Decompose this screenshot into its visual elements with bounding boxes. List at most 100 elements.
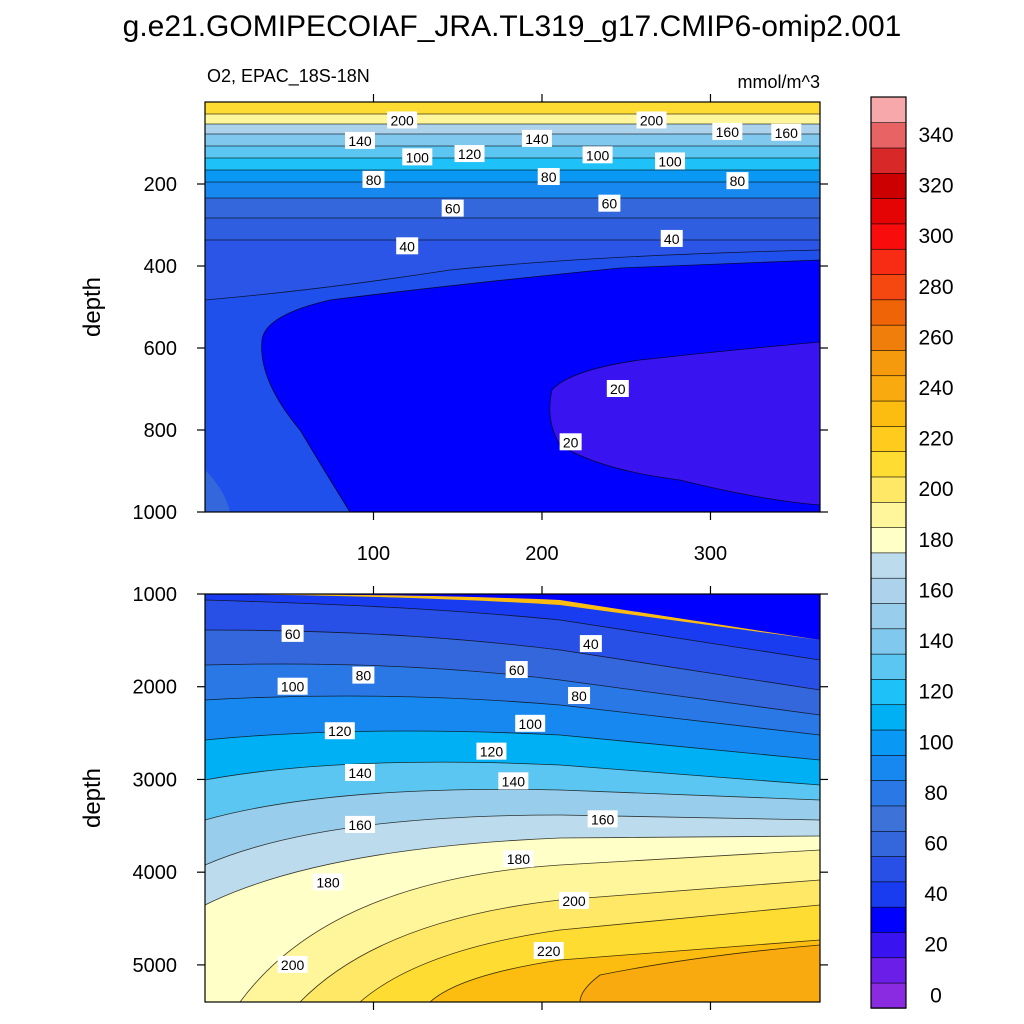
contour-label-text: 180	[316, 874, 340, 890]
colorbar-label: 160	[918, 579, 953, 602]
colorbar-label: 120	[918, 681, 953, 704]
contour-label-text: 200	[562, 893, 586, 909]
contour-label: 120	[324, 722, 355, 740]
contour-label-text: 200	[390, 112, 414, 128]
contour-label: 60	[441, 199, 464, 217]
colorbar-swatch	[870, 552, 907, 579]
colorbar-swatch	[870, 476, 907, 503]
colorbar-swatch	[870, 704, 907, 731]
colorbar-swatch	[870, 375, 907, 402]
colorbar-swatch	[870, 197, 907, 225]
colorbar-swatch	[870, 172, 907, 199]
colorbar-swatch	[870, 729, 907, 756]
contour-label-text: 80	[730, 173, 746, 189]
contour-label-text: 40	[664, 231, 680, 247]
colorbar-label: 60	[924, 833, 947, 856]
contour-label: 140	[521, 129, 552, 147]
x-tick-label: 200	[525, 543, 558, 565]
contour-label-text: 80	[541, 169, 557, 185]
contour-label: 100	[402, 148, 433, 166]
y-tick-label: 400	[144, 256, 177, 278]
contour-label-text: 180	[507, 851, 531, 867]
colorbar-swatch	[870, 450, 907, 478]
contour-label-text: 100	[586, 147, 610, 163]
contour-label: 80	[362, 170, 385, 188]
colorbar-label: 100	[918, 731, 953, 754]
lower-y-axis-label: depth	[79, 768, 106, 828]
y-tick-label: 200	[144, 174, 177, 196]
contour-label-text: 200	[640, 112, 664, 128]
upper-contour-labels: 200 200 140 140 160 160 100 120 100 100 80 80 80 60 60…	[345, 111, 802, 451]
y-tick-label: 1000	[133, 584, 178, 606]
contour-label-text: 60	[602, 196, 618, 212]
y-tick-label: 5000	[133, 955, 178, 977]
colorbar-label: 0	[930, 984, 942, 1007]
colorbar-swatch	[870, 96, 907, 124]
contour-label: 140	[345, 763, 376, 781]
contour-label-text: 80	[366, 172, 382, 188]
y-tick-label: 3000	[133, 769, 178, 791]
contour-label: 80	[568, 687, 591, 704]
contour-label: 40	[396, 237, 419, 255]
contour-label-text: 160	[348, 817, 372, 833]
colorbar-swatch	[870, 273, 907, 301]
y-tick-label: 600	[144, 338, 177, 360]
colorbar-swatch	[870, 982, 907, 1009]
colorbar-swatch	[870, 223, 907, 250]
y-tick-label: 1000	[133, 502, 178, 524]
contour-label-text: 60	[285, 626, 301, 642]
contour-label-text: 100	[406, 149, 430, 165]
colorbar-label: 80	[924, 782, 947, 805]
contour-label: 100	[655, 152, 686, 170]
colorbar-swatch	[870, 957, 907, 984]
y-tick-label: 2000	[133, 677, 178, 699]
colorbar-label: 240	[918, 377, 953, 400]
contour-label-text: 20	[563, 434, 579, 450]
x-tick-labels: 100 200 300	[357, 543, 727, 565]
contour-label: 200	[559, 891, 589, 909]
contour-label: 80	[537, 168, 560, 186]
contour-label-text: 160	[716, 124, 740, 140]
colorbar-swatch	[870, 147, 907, 174]
colorbar-label: 180	[918, 529, 953, 552]
colorbar: 0 20 40 60 80 100 120 140 160 180 200 220 240 260 280 3…	[870, 96, 954, 1009]
colorbar-label: 260	[918, 326, 953, 349]
contour-label-text: 140	[525, 131, 549, 147]
contour-label-text: 140	[348, 765, 372, 781]
contour-label-text: 200	[281, 957, 305, 973]
colorbar-swatch	[870, 931, 907, 959]
contour-label: 160	[345, 815, 376, 833]
contour-label: 160	[587, 810, 618, 828]
contour-label: 20	[559, 433, 582, 451]
contour-label-text: 140	[502, 773, 526, 789]
contour-label: 140	[498, 772, 529, 790]
colorbar-swatch	[870, 653, 907, 680]
upper-y-ticks: 200 400 600 800 1000	[133, 94, 828, 524]
colorbar-swatch	[870, 779, 907, 807]
contour-label-text: 120	[480, 744, 504, 760]
colorbar-swatch	[870, 906, 907, 933]
colorbar-swatch	[870, 577, 907, 604]
colorbar-label: 20	[924, 934, 947, 957]
lower-contour-labels: 60 40 80 60 100 80 120 100 120 140 140 160 160 180 180…	[277, 624, 618, 973]
colorbar-swatch	[870, 830, 907, 857]
contour-label: 60	[505, 661, 528, 679]
contour-label: 160	[712, 122, 743, 140]
figure-title: g.e21.GOMIPECOIAF_JRA.TL319_g17.CMIP6-om…	[123, 10, 902, 43]
x-tick-label: 100	[357, 543, 390, 565]
contour-label: 140	[345, 131, 376, 149]
colorbar-swatch	[870, 248, 907, 275]
contour-label: 200	[636, 111, 667, 129]
colorbar-label: 220	[918, 428, 953, 451]
contour-label: 40	[579, 635, 602, 653]
contour-label: 60	[598, 194, 621, 212]
colorbar-swatch	[870, 349, 907, 377]
colorbar-label: 300	[918, 225, 953, 248]
colorbar-swatch	[870, 881, 907, 908]
contour-label: 120	[476, 742, 507, 760]
contour-label: 180	[503, 850, 534, 868]
colorbar-swatch	[870, 628, 907, 655]
contour-label: 160	[771, 123, 802, 141]
colorbar-swatch	[870, 122, 907, 149]
colorbar-label: 140	[918, 630, 953, 653]
